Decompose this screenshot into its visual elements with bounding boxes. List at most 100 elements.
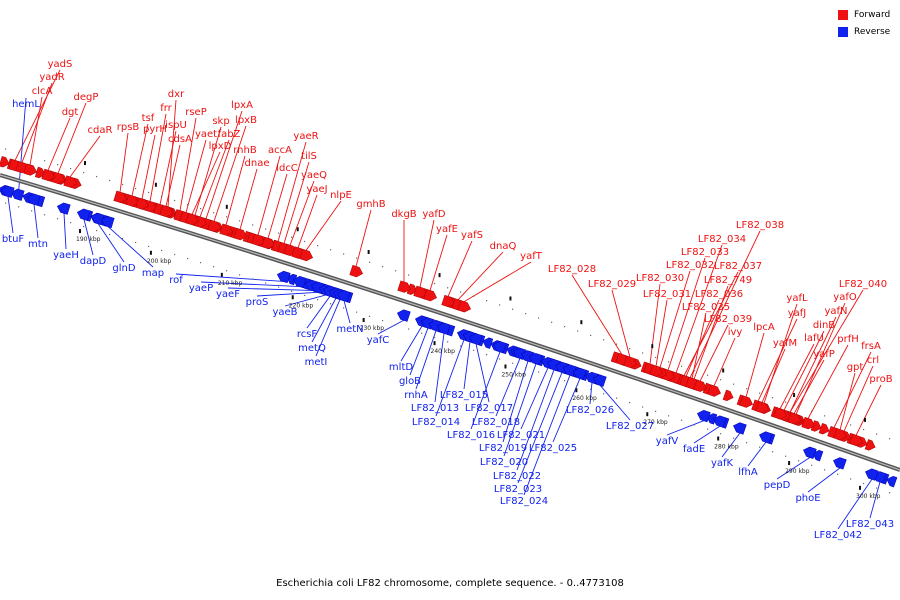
gene-label[interactable]: dnaQ — [490, 241, 517, 252]
gene-label[interactable]: LF82_038 — [736, 220, 784, 231]
gene-label[interactable]: tsf — [142, 113, 155, 124]
gene-label[interactable]: LF82_016 — [447, 430, 495, 441]
gene-label[interactable]: lfhA — [738, 467, 758, 478]
gene-label[interactable]: pyrH — [143, 124, 167, 135]
gene-label[interactable]: metI — [305, 357, 328, 368]
gene-label[interactable]: LF82_020 — [480, 457, 528, 468]
gene-label[interactable]: LF82_031 — [643, 289, 691, 300]
gene-label[interactable]: LF82_019 — [479, 443, 527, 454]
gene-label[interactable]: LF82_027 — [606, 421, 654, 432]
gene-label[interactable]: LF82_013 — [411, 403, 459, 414]
gene-label[interactable]: proB — [869, 374, 892, 385]
gene-label[interactable]: crl — [867, 355, 879, 366]
gene-label[interactable]: yadS — [48, 59, 73, 70]
gene-label[interactable]: rof — [169, 275, 183, 286]
gene-label[interactable]: yafD — [422, 209, 446, 220]
gene-label[interactable]: dxr — [168, 89, 185, 100]
gene-label[interactable]: yaeQ — [301, 170, 327, 181]
gene-label[interactable]: LF82_037 — [714, 261, 762, 272]
gene-label[interactable]: yaeJ — [306, 184, 327, 195]
gene-label[interactable]: yaeH — [53, 250, 79, 261]
gene-label[interactable]: dinB — [813, 320, 835, 331]
gene-label[interactable]: yaeF — [216, 289, 240, 300]
gene-label[interactable]: rnhB — [233, 145, 257, 156]
gene-label[interactable]: LF82_035 — [682, 302, 730, 313]
gene-label[interactable]: lpcA — [753, 322, 775, 333]
gene-label[interactable]: cdsA — [168, 134, 192, 145]
gene-label[interactable]: degP — [74, 92, 99, 103]
gene-label[interactable]: yafP — [813, 349, 835, 360]
gene-label[interactable]: LF82_032 — [666, 260, 714, 271]
gene-label[interactable]: LF82_023 — [494, 484, 542, 495]
gene-label[interactable]: LF82_749 — [704, 275, 752, 286]
gene-label[interactable]: yaet — [195, 129, 217, 140]
gene-label[interactable]: yafK — [711, 458, 734, 469]
gene-label[interactable]: fadE — [683, 444, 705, 455]
gene-label[interactable]: metQ — [298, 343, 326, 354]
gene-label[interactable]: dnae — [245, 158, 270, 169]
gene-label[interactable]: LF82_025 — [529, 443, 577, 454]
gene-label[interactable]: yaeR — [293, 131, 318, 142]
gene-label[interactable]: mtn — [28, 239, 48, 250]
gene-label[interactable]: ldcC — [276, 163, 298, 174]
gene-label[interactable]: glnD — [112, 263, 135, 274]
gene-label[interactable]: pepD — [764, 480, 791, 491]
gene-label[interactable]: LF82_039 — [704, 314, 752, 325]
gene-label[interactable]: LF82_026 — [566, 405, 614, 416]
gene-label[interactable]: yafN — [824, 306, 847, 317]
gene-label[interactable]: LF82_028 — [548, 264, 596, 275]
gene-label[interactable]: LF82_036 — [695, 289, 743, 300]
gene-label[interactable]: LF82_034 — [698, 234, 746, 245]
gene-label[interactable]: lpxD — [209, 141, 232, 152]
gene-label[interactable]: hemL — [12, 99, 40, 110]
gene-label[interactable]: LF82_014 — [412, 417, 460, 428]
gene-label[interactable]: LF82_042 — [814, 530, 862, 541]
gene-label[interactable]: LF82_018 — [472, 417, 520, 428]
gene-label[interactable]: metN — [336, 324, 363, 335]
gene-label[interactable]: dkgB — [391, 209, 416, 220]
gene-label[interactable]: mltD — [389, 362, 413, 373]
gene-label[interactable]: dgt — [62, 107, 79, 118]
gene-label[interactable]: yafT — [520, 251, 543, 262]
gene-label[interactable]: proS — [246, 297, 269, 308]
gene-label[interactable]: phoE — [795, 493, 820, 504]
gene-label[interactable]: LF82_024 — [500, 496, 548, 507]
gene-label[interactable]: skp — [212, 116, 229, 127]
gene-label[interactable]: yafL — [786, 293, 808, 304]
gene-label[interactable]: yafJ — [788, 308, 807, 319]
gene-label[interactable]: LF82_021 — [497, 430, 545, 441]
gene-label[interactable]: lpxB — [235, 115, 257, 126]
gene-label[interactable]: yafV — [656, 436, 679, 447]
gene-label[interactable]: gloB — [399, 376, 421, 387]
gene-label[interactable]: yafM — [773, 338, 797, 349]
gene-label[interactable]: accA — [268, 145, 292, 156]
gene-label[interactable]: frr — [160, 103, 172, 114]
gene-label[interactable]: yafE — [436, 224, 458, 235]
gene-label[interactable]: yaeB — [272, 307, 297, 318]
gene-label[interactable]: ivy — [728, 327, 743, 338]
gene-label[interactable]: LF82_017 — [465, 403, 513, 414]
gene-label[interactable]: clcA — [32, 86, 53, 97]
gene-label[interactable]: ispU — [165, 120, 187, 131]
gene-label[interactable]: LF82_030 — [636, 273, 684, 284]
gene-label[interactable]: gpt — [847, 362, 864, 373]
gene-label[interactable]: rnhA — [404, 390, 428, 401]
gene-label[interactable]: LF82_040 — [839, 279, 887, 290]
gene-label[interactable]: map — [142, 268, 164, 279]
gene-label[interactable]: lafU — [804, 333, 824, 344]
gene-label[interactable]: tilS — [301, 151, 317, 162]
gene-label[interactable]: rcsF — [297, 329, 318, 340]
gene-label[interactable]: gmhB — [356, 199, 385, 210]
gene-label[interactable]: rseP — [185, 107, 207, 118]
gene-label[interactable]: LF82_029 — [588, 279, 636, 290]
gene-label[interactable]: yafO — [833, 292, 857, 303]
gene-label[interactable]: yaeP — [189, 283, 213, 294]
gene-label[interactable]: yadR — [39, 72, 64, 83]
gene-label[interactable]: lpxA — [231, 100, 253, 111]
gene-label[interactable]: dapD — [80, 256, 107, 267]
gene-label[interactable]: LF82_022 — [493, 471, 541, 482]
gene-label[interactable]: yafS — [461, 230, 483, 241]
gene-label[interactable]: prfH — [837, 334, 859, 345]
gene-label[interactable]: frsA — [861, 341, 881, 352]
gene-label[interactable]: rpsB — [117, 122, 140, 133]
